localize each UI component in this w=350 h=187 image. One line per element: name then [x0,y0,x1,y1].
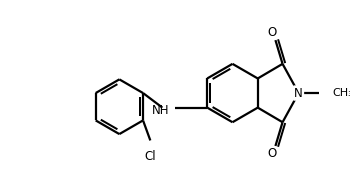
Text: Cl: Cl [145,150,156,163]
Text: N: N [294,87,303,99]
Text: CH₃: CH₃ [332,88,350,98]
Text: O: O [267,147,276,160]
Text: NH: NH [152,104,170,117]
Text: O: O [267,26,276,39]
